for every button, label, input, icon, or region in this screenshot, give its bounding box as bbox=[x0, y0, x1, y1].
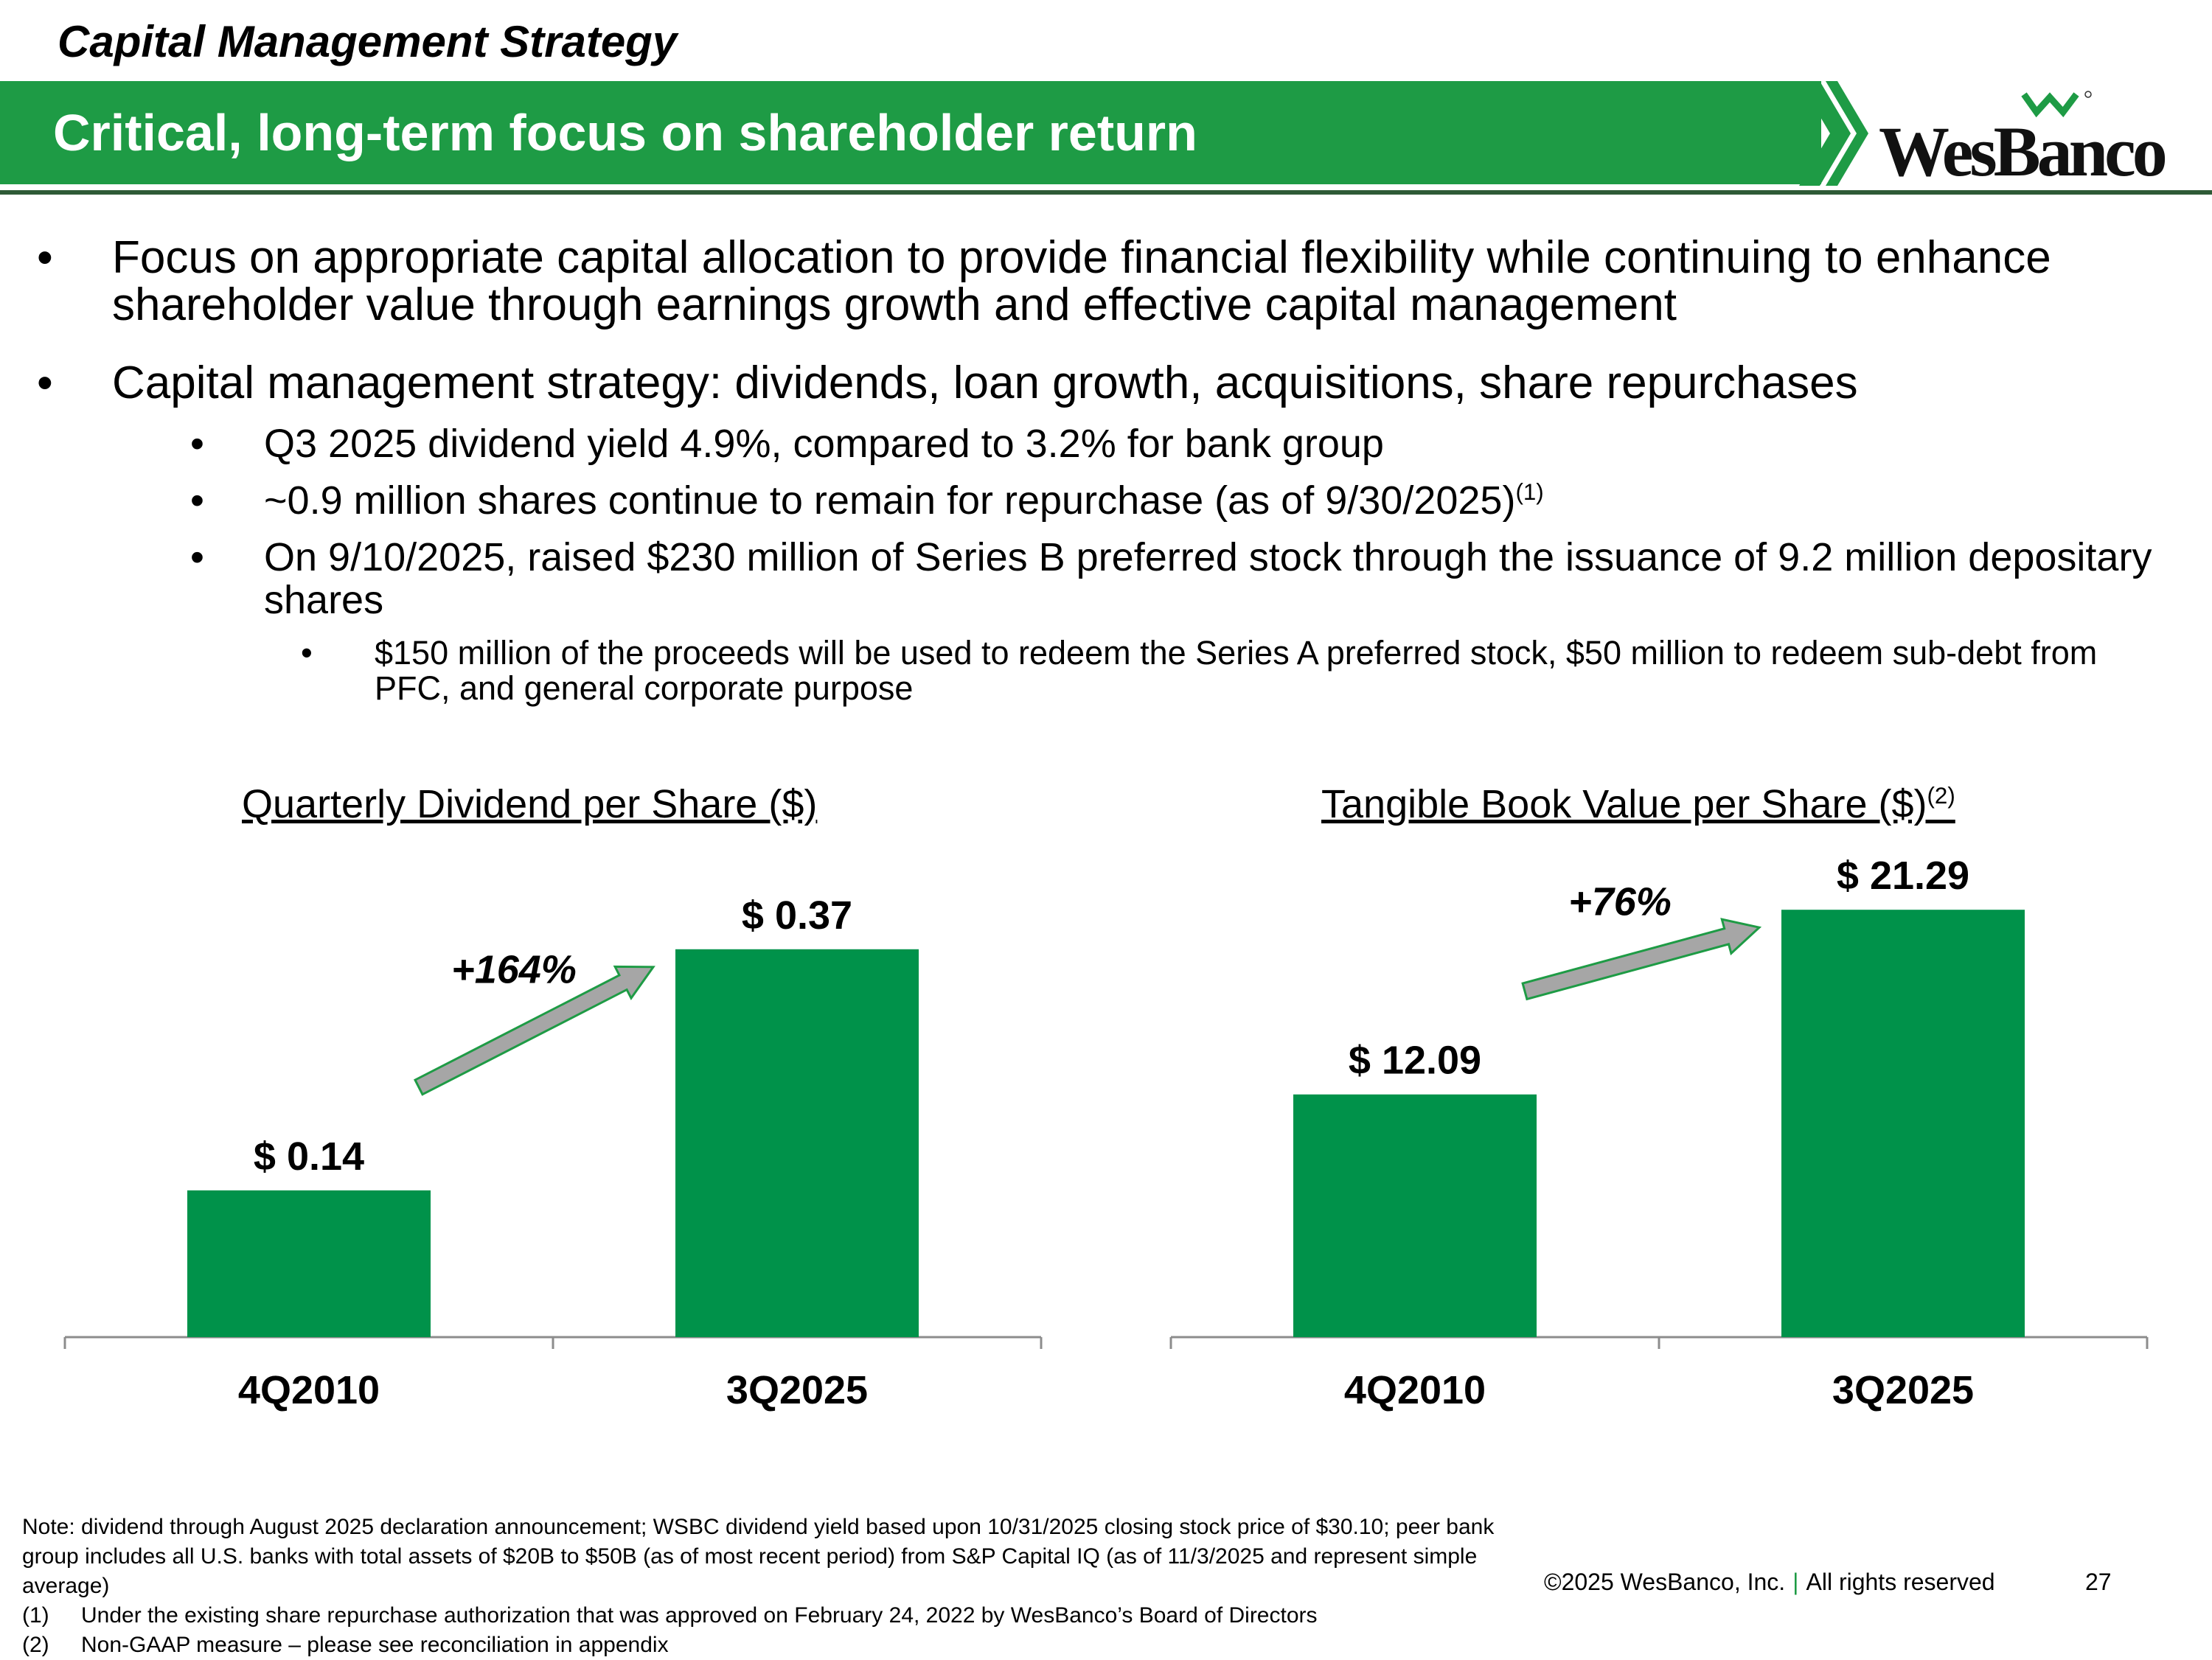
bullet-dot-icon: • bbox=[301, 634, 313, 672]
growth-arrow-icon bbox=[1521, 918, 1762, 1001]
bullet-text: Focus on appropriate capital allocation … bbox=[112, 232, 2051, 330]
footnote-2: (2) Non-GAAP measure – please see reconc… bbox=[22, 1631, 1512, 1660]
growth-arrow-icon bbox=[413, 965, 655, 1096]
wesbanco-logo: WesBanco bbox=[1879, 112, 2168, 191]
bar-value-label: $ 0.37 bbox=[742, 893, 852, 938]
bar-value-label: $ 21.29 bbox=[1837, 854, 1969, 898]
bar-4Q2010 bbox=[187, 1190, 431, 1337]
sub-bullet-repurchase: • ~0.9 million shares continue to remain… bbox=[190, 479, 2166, 522]
bullet-text: On 9/10/2025, raised $230 million of Ser… bbox=[264, 535, 2152, 622]
footnote-number: (1) bbox=[22, 1603, 49, 1628]
footnote-text: Under the existing share repurchase auth… bbox=[81, 1603, 1318, 1628]
copyright: ©2025 WesBanco, Inc. | All rights reserved bbox=[1544, 1569, 1995, 1596]
footnotes: Note: dividend through August 2025 decla… bbox=[22, 1513, 1512, 1660]
footnote-text: Non-GAAP measure – please see reconcilia… bbox=[81, 1633, 669, 1657]
title-banner bbox=[0, 81, 1821, 184]
bar-value-label: $ 0.14 bbox=[254, 1134, 364, 1179]
bullet-text: Capital management strategy: dividends, … bbox=[112, 358, 1858, 408]
x-tick-label: 3Q2025 bbox=[1832, 1368, 1974, 1412]
bullet-dot-icon: • bbox=[37, 232, 53, 283]
sub-bullet-dividend-yield: • Q3 2025 dividend yield 4.9%, compared … bbox=[190, 422, 2166, 465]
growth-annotation: +76% bbox=[1568, 879, 1672, 924]
x-tick-label: 4Q2010 bbox=[1344, 1368, 1486, 1412]
bullet-dot-icon: • bbox=[190, 535, 204, 579]
bullet-dot-icon: • bbox=[190, 478, 204, 523]
rights-text: All rights reserved bbox=[1806, 1569, 1995, 1595]
growth-annotation: +164% bbox=[451, 947, 577, 991]
footnote-1: (1) Under the existing share repurchase … bbox=[22, 1601, 1512, 1631]
section-title: Capital Management Strategy bbox=[58, 17, 678, 66]
x-tick-label: 3Q2025 bbox=[726, 1368, 868, 1412]
banner-title: Critical, long-term focus on shareholder… bbox=[53, 104, 1197, 161]
footnote-number: (2) bbox=[22, 1633, 49, 1657]
chart-title-tbv: Tangible Book Value per Share ($)(2) bbox=[1321, 781, 1955, 827]
bullet-capital-allocation: • Focus on appropriate capital allocatio… bbox=[37, 234, 2101, 329]
tbv-chart: $ 12.09 4Q2010 $ 21.29 3Q2025 +76% bbox=[1169, 854, 2149, 1412]
chart-title-text: Tangible Book Value per Share ($) bbox=[1321, 782, 1927, 826]
bullet-text: Q3 2025 dividend yield 4.9%, compared to… bbox=[264, 422, 1384, 466]
footnote-note: Note: dividend through August 2025 decla… bbox=[22, 1515, 1495, 1598]
wesbanco-w-mark-icon bbox=[2021, 91, 2092, 118]
x-tick-label: 4Q2010 bbox=[238, 1368, 380, 1412]
bullet-dot-icon: • bbox=[190, 422, 204, 466]
banner-chevron-icon bbox=[1799, 81, 1868, 186]
separator: | bbox=[1792, 1569, 1799, 1595]
bar-value-label: $ 12.09 bbox=[1349, 1039, 1481, 1083]
bullet-text: ~0.9 million shares continue to remain f… bbox=[264, 478, 1516, 523]
chart-title-dividend: Quarterly Dividend per Share ($) bbox=[242, 782, 818, 826]
dividend-chart: $ 0.14 4Q2010 $ 0.37 3Q2025 +164% bbox=[63, 893, 1043, 1412]
sub-bullet-preferred-stock: • On 9/10/2025, raised $230 million of S… bbox=[190, 536, 2166, 621]
sub-sub-bullet-proceeds: • $150 million of the proceeds will be u… bbox=[301, 635, 2159, 706]
bullet-dot-icon: • bbox=[37, 358, 53, 408]
bullet-text: $150 million of the proceeds will be use… bbox=[375, 634, 2098, 707]
page-number: 27 bbox=[2085, 1569, 2112, 1595]
bullet-capital-strategy: • Capital management strategy: dividends… bbox=[37, 360, 2101, 407]
bar-4Q2010 bbox=[1293, 1094, 1537, 1337]
footnote-marker: (2) bbox=[1927, 783, 1955, 809]
copyright-text: ©2025 WesBanco, Inc. bbox=[1544, 1569, 1786, 1595]
banner-divider bbox=[0, 190, 2212, 195]
bar-3Q2025 bbox=[1781, 910, 2025, 1337]
footnote-marker: (1) bbox=[1515, 479, 1544, 505]
bar-3Q2025 bbox=[675, 949, 919, 1337]
